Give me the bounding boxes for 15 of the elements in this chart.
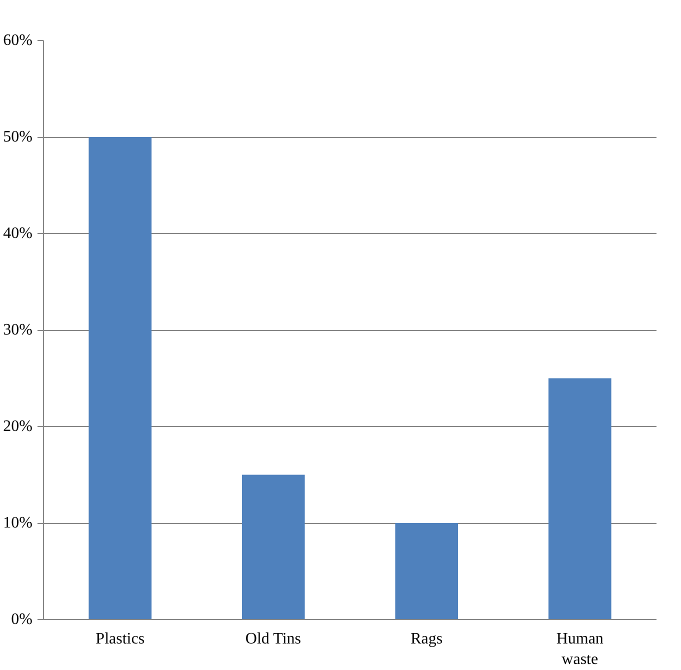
x-tick-label: Old Tins — [245, 630, 302, 648]
y-tick-label: 20% — [3, 418, 32, 435]
y-tick-label: 10% — [3, 514, 32, 532]
x-tick-label: Plastics — [96, 630, 145, 648]
y-tick-label: 0% — [11, 611, 32, 628]
y-tick-label: 50% — [3, 128, 32, 146]
x-tick-label: Rags — [410, 630, 443, 648]
y-tick-label: 30% — [3, 322, 32, 338]
bar — [395, 523, 458, 620]
bar — [242, 474, 305, 620]
y-tick-label: 60% — [3, 32, 32, 49]
bar — [548, 378, 612, 620]
x-tick-label: Human waste — [556, 630, 604, 668]
bar — [88, 137, 152, 620]
y-tick-label: 40% — [3, 225, 32, 242]
